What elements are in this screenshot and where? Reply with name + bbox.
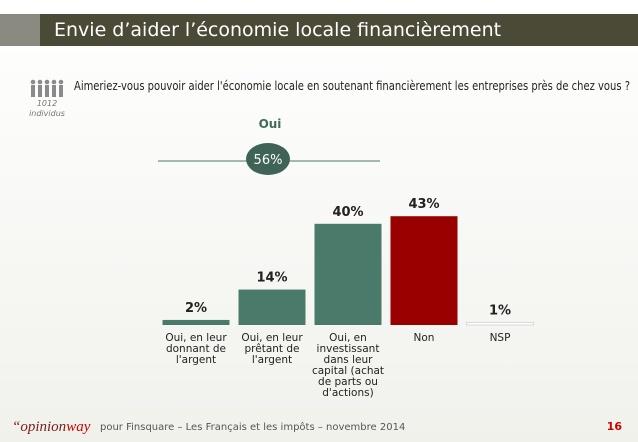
category-label: Oui, en leur donnant de l'argent (165, 332, 227, 366)
sample-unit: individus (29, 109, 65, 118)
summary-value: 56% (254, 153, 283, 168)
bar (466, 321, 534, 326)
bar (238, 289, 306, 325)
logo-part: way (66, 419, 91, 435)
logo-part: “opinion (12, 419, 66, 435)
value-label: 40% (332, 205, 363, 220)
category-label: Non (413, 332, 435, 344)
bar (390, 216, 458, 325)
header-bar (40, 14, 638, 46)
value-label: 2% (185, 301, 207, 316)
category-label: Oui, en leur prêtant de l'argent (241, 332, 303, 366)
category-label: NSP (489, 332, 511, 344)
people-icon (30, 79, 64, 97)
page-number: 16 (607, 420, 623, 433)
footer-source: pour Finsquare – Les Français et les imp… (100, 421, 405, 433)
header-accent (0, 14, 40, 46)
bar (314, 223, 382, 325)
summary-badge (246, 143, 290, 175)
summary-label: Oui (259, 117, 282, 131)
category-label: Oui, en investissant dans leur capital (… (311, 332, 385, 399)
value-label: 14% (256, 271, 287, 286)
slide-title: Envie d’aider l’économie locale financiè… (54, 19, 501, 41)
question: Aimeriez-vous pouvoir aider l'économie l… (74, 79, 630, 93)
logo: “opinionway (12, 419, 91, 435)
value-label: 43% (408, 197, 439, 212)
sample-count: 1012 (37, 99, 57, 108)
value-label: 1% (489, 303, 511, 318)
bar (162, 319, 230, 325)
